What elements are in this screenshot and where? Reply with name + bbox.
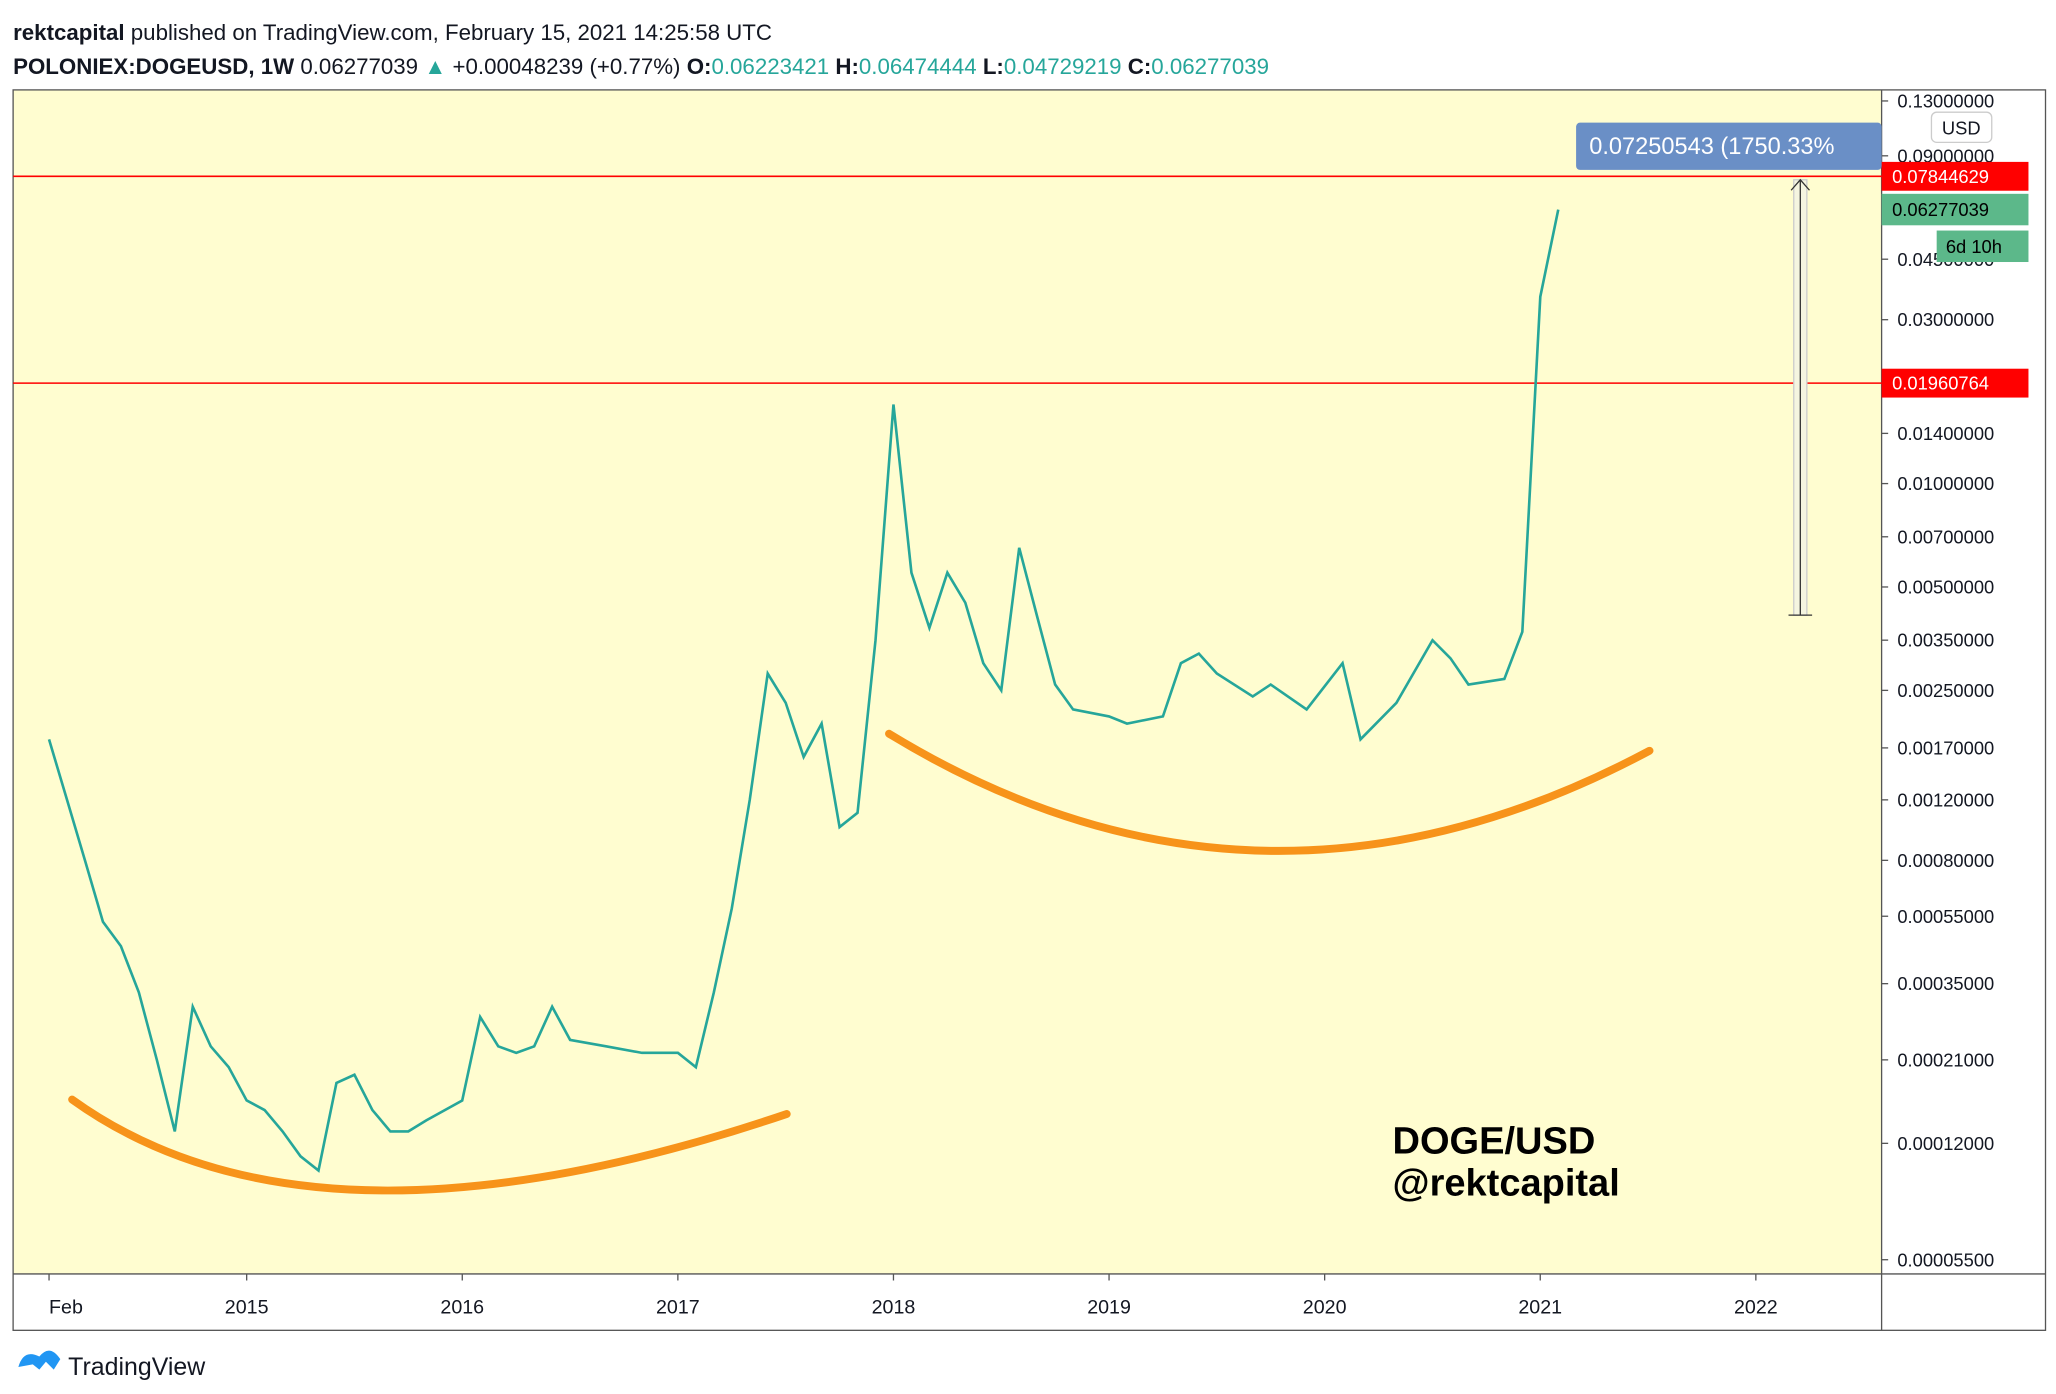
curve-annotation [885,729,1654,855]
y-tick-label: 0.00012000 [1897,1133,1994,1154]
y-tick-label: 0.00350000 [1897,630,1994,651]
annotation: @rektcapital [1393,1162,1620,1204]
measure-label: 0.07250543 (1750.33% [1589,134,1834,160]
countdown: 6d 10h [1946,236,2002,257]
x-tick-label: 2015 [225,1296,269,1318]
high-label: H: [835,54,859,79]
y-tick-label: 0.09000000 [1897,145,1994,166]
x-tick-label: Feb [49,1296,83,1318]
published: published on TradingView.com, February 1… [131,20,772,45]
price-label: 0.01960764 [1892,373,1989,394]
open-label: O: [687,54,712,79]
annotation: DOGE/USD [1393,1120,1596,1162]
header: rektcapital published on TradingView.com… [13,20,772,45]
x-tick-label: 2020 [1303,1296,1347,1318]
plot-area [13,89,1882,1274]
open: 0.06223421 [711,54,829,79]
close: 0.06277039 [1151,54,1269,79]
change: +0.00048239 (+0.77%) [453,54,681,79]
currency-box [1930,111,1993,144]
y-tick-label: 0.00250000 [1897,680,1994,701]
y-tick-label: 0.00700000 [1897,526,1994,547]
price-line [47,209,1560,1173]
last-price-box [1881,193,2029,226]
x-tick-label: 2022 [1734,1296,1778,1318]
close-label: C: [1128,54,1152,79]
y-tick-label: 0.03000000 [1897,309,1994,330]
y-tick-label: 0.00035000 [1897,973,1994,994]
y-tick-label: 0.00170000 [1897,737,1994,758]
measure-arrow [1790,178,1810,191]
measure-box [1576,122,1882,170]
logo [18,1350,61,1370]
x-tick-label: 2019 [1087,1296,1131,1318]
data-layer: 0.130000000.090000000.045000000.03000000… [13,91,2029,1318]
frame [12,89,2047,1331]
y-tick-label: 0.01400000 [1897,423,1994,444]
y-tick-label: 0.00120000 [1897,789,1994,810]
y-tick-label: 0.00021000 [1897,1049,1994,1070]
curve-annotation [68,1095,791,1195]
x-tick-label: 2016 [440,1296,484,1318]
x-tick-label: 2018 [872,1296,916,1318]
symbol: POLONIEX:DOGEUSD, 1W [13,54,295,79]
y-tick-label: 0.00500000 [1897,577,1994,598]
last-price-label: 0.06277039 [1892,199,1989,220]
brand: TradingView [68,1353,206,1381]
low-label: L: [983,54,1004,79]
y-tick-label: 0.00005500 [1897,1249,1994,1270]
countdown-box [1936,230,2029,263]
price-label: 0.07844629 [1892,166,1989,187]
x-tick-label: 2021 [1518,1296,1562,1318]
y-tick-label: 0.01000000 [1897,473,1994,494]
price-label-box [1881,161,2029,191]
y-tick-label: 0.00080000 [1897,850,1994,871]
low: 0.04729219 [1004,54,1122,79]
legend: POLONIEX:DOGEUSD, 1W 0.06277039 ▲ +0.000… [13,54,1269,79]
up-arrow: ▲ [424,54,446,79]
currency: USD [1942,117,1981,138]
x-tick-label: 2017 [656,1296,700,1318]
y-tick-label: 0.00055000 [1897,906,1994,927]
high: 0.06474444 [859,54,977,79]
last: 0.06277039 [300,54,418,79]
price-label-box [1881,368,2029,398]
y-tick-label: 0.13000000 [1897,91,1994,112]
author: rektcapital [13,20,124,45]
